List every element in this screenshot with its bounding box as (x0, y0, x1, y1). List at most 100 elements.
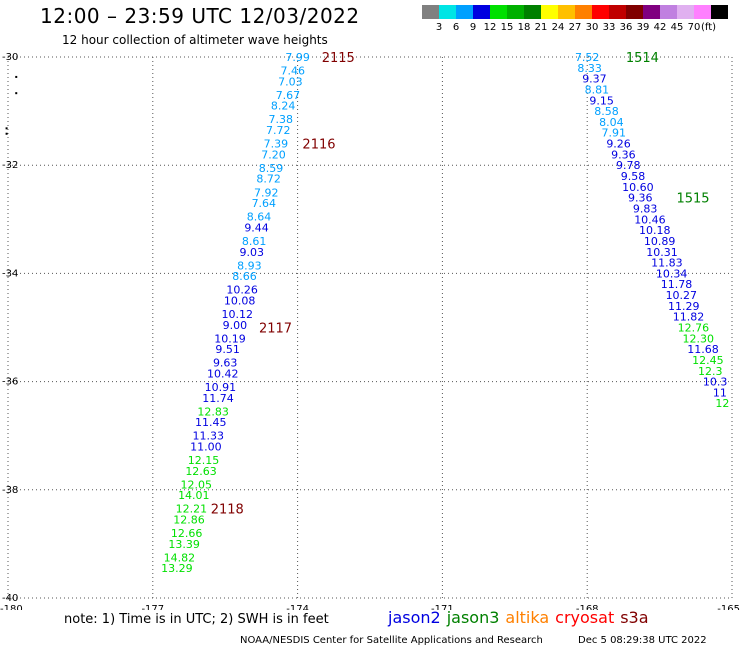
colorbar-swatch (575, 5, 592, 19)
colorbar-swatch (592, 5, 609, 19)
wave-height-point: 11.78 (661, 278, 693, 291)
wave-height-point: 8.59 (259, 162, 284, 175)
pass-time-label: 1514 (626, 51, 659, 66)
land-point (15, 75, 18, 78)
colorbar-swatch (524, 5, 541, 19)
wave-height-point: 9.63 (213, 357, 238, 370)
colorbar-swatch (456, 5, 473, 19)
wave-height-point: 9.36 (611, 148, 636, 161)
colorbar-tick-label: 39 (636, 22, 650, 33)
wave-height-point: 13.39 (168, 538, 200, 551)
colorbar-tick-label: 3 (435, 22, 443, 33)
colorbar-tick-label: 21 (534, 22, 548, 33)
chart-header: 12:00 – 23:59 UTC 12/03/2022 12 hour col… (0, 0, 740, 56)
wave-height-point: 10.89 (644, 235, 676, 248)
satellite-legend: jason2 jason3 altika cryosat s3a (388, 608, 655, 627)
wave-height-point: 11.33 (193, 430, 225, 443)
colorbar-swatch (609, 5, 626, 19)
wave-height-point: 14.01 (178, 489, 210, 502)
y-tick-label: -38 (2, 485, 18, 496)
wave-height-point: 11.82 (673, 311, 705, 324)
wave-height-point: 7.52 (575, 51, 600, 64)
wave-height-point: 11.74 (202, 392, 234, 405)
legend-item-jason2: jason2 (388, 608, 441, 627)
colorbar-tick-label: 6 (452, 22, 460, 33)
wave-height-point: 9.37 (582, 73, 607, 86)
wave-height-point: 9.83 (633, 202, 658, 215)
wave-height-point: 10.12 (222, 308, 254, 321)
wave-height-point: 10.26 (226, 284, 258, 297)
wave-height-point: 11.83 (651, 257, 683, 270)
wave-height-point: 7.64 (252, 197, 277, 210)
wave-height-point: 9.03 (239, 246, 264, 259)
colorbar-swatch (660, 5, 677, 19)
colorbar-swatch (694, 5, 711, 19)
wave-height-point: 8.58 (594, 105, 619, 118)
wave-height-point: 9.36 (628, 192, 653, 205)
wave-height-point: 8.61 (242, 235, 267, 248)
wave-height-point: 11.00 (190, 441, 222, 454)
colorbar-unit: (ft) (701, 22, 717, 33)
wave-height-point: 9.51 (215, 343, 240, 356)
colorbar-swatch (643, 5, 660, 19)
wave-height-point: 10.19 (214, 332, 246, 345)
y-tick-label: -32 (2, 160, 18, 171)
y-tick-label: -40 (2, 593, 18, 604)
wave-height-point: 7.67 (276, 89, 301, 102)
wave-height-point: 10.18 (639, 224, 671, 237)
wave-height-point: 10.46 (634, 213, 666, 226)
wave-height-point: 8.04 (599, 116, 624, 129)
wave-height-point: 9.78 (616, 159, 641, 172)
wave-height-point: 7.46 (281, 65, 306, 78)
colorbar-swatch (626, 5, 643, 19)
colorbar-tick-label: 70 (687, 22, 701, 33)
wave-height-point: 9.15 (589, 94, 614, 107)
wave-height-point: 8.72 (256, 173, 281, 186)
wave-height-point: 7.03 (278, 75, 303, 88)
wave-height-point: 13.29 (161, 562, 193, 575)
colorbar-swatch (490, 5, 507, 19)
wave-height-point: 7.20 (261, 148, 286, 161)
x-tick-label: -165 (717, 604, 740, 610)
wave-height-point: 7.72 (266, 124, 291, 137)
wave-height-point: 7.92 (254, 186, 279, 199)
wave-height-point: 12.63 (185, 465, 217, 478)
wave-height-point: 11 (713, 386, 727, 399)
wave-height-point: 8.33 (577, 62, 602, 75)
footer-note: note: 1) Time is in UTC; 2) SWH is in fe… (64, 612, 329, 627)
x-tick-label: -168 (576, 604, 599, 610)
wave-height-point: 9.26 (606, 138, 631, 151)
wave-height-point: 11.29 (668, 300, 700, 313)
legend-item-cryosat: cryosat (555, 608, 615, 627)
wave-height-point: 11.68 (687, 343, 719, 356)
legend-item-jason3: jason3 (446, 608, 500, 627)
wave-height-point: 12 (715, 397, 729, 410)
wave-height-point: 7.38 (268, 113, 293, 126)
wave-height-point: 10.91 (205, 381, 237, 394)
wave-height-plot: -30 -32 -34 -36 -38 -40-180 -177 -174 -171 -168 -1… (0, 51, 740, 610)
colorbar-tick-label: 33 (602, 22, 616, 33)
legend-item-s3a: s3a (620, 608, 649, 627)
chart-title: 12:00 – 23:59 UTC 12/03/2022 (40, 4, 360, 28)
y-tick-label: -30 (2, 52, 18, 63)
wave-height-point: 8.81 (585, 83, 610, 96)
y-tick-label: -34 (2, 268, 18, 279)
wave-height-point: 12.83 (197, 405, 229, 418)
colorbar-swatch (439, 5, 456, 19)
pass-time-label: 2117 (259, 322, 292, 337)
colorbar-tick-label: 42 (653, 22, 667, 33)
chart-subtitle: 12 hour collection of altimeter wave hei… (62, 33, 328, 47)
wave-height-point: 12.30 (682, 332, 714, 345)
x-tick-label: -177 (141, 604, 164, 610)
colorbar-swatch (558, 5, 575, 19)
colorbar-tick-label: 18 (517, 22, 531, 33)
wave-height-point: 10.08 (224, 294, 256, 307)
colorbar-swatch (541, 5, 558, 19)
wave-height-point: 12.15 (188, 454, 220, 467)
pass-time-label: 2116 (302, 138, 335, 153)
pass-time-label: 1515 (676, 192, 709, 207)
x-tick-label: -180 (0, 604, 23, 610)
footer-timestamp: Dec 5 08:29:38 UTC 2022 (578, 635, 707, 646)
colorbar-swatch (507, 5, 524, 19)
wave-height-point: 10.27 (666, 289, 698, 302)
